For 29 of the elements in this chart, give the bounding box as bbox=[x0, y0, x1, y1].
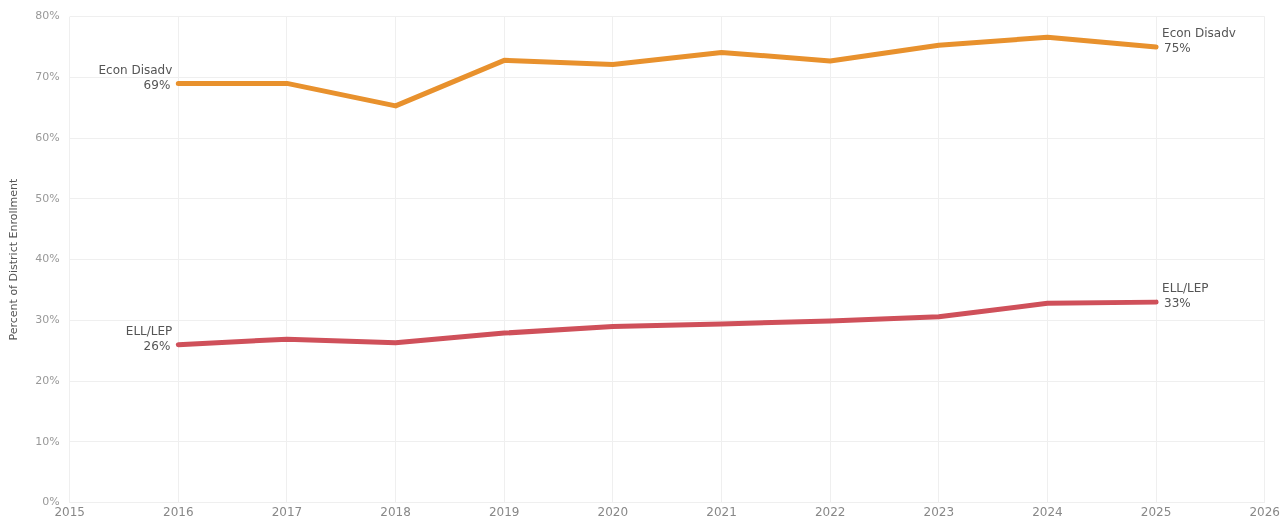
x-tick-label: 2019 bbox=[488, 504, 520, 519]
data-label: 69% bbox=[143, 77, 171, 92]
x-tick-label: 2025 bbox=[1140, 504, 1172, 519]
data-label: 26% bbox=[143, 338, 171, 353]
x-tick-label: 2015 bbox=[54, 504, 85, 519]
x-tick-label: 2024 bbox=[1032, 504, 1063, 519]
text: ELL/LEP bbox=[1162, 281, 1209, 296]
y-tick-label: 80% bbox=[35, 9, 60, 23]
y-tick-label: 40% bbox=[35, 252, 60, 266]
y-tick-label: 30% bbox=[35, 313, 60, 327]
y-axis-title: Percent of District Enrollment bbox=[7, 178, 21, 341]
y-tick-label: 10% bbox=[35, 434, 60, 448]
y-tick-label: 60% bbox=[35, 130, 60, 144]
y-tick-label: 70% bbox=[35, 70, 60, 84]
x-tick-label: 2018 bbox=[380, 504, 411, 519]
y-tick-label: 20% bbox=[35, 373, 60, 387]
series-label: Econ Disadv bbox=[1162, 26, 1236, 41]
x-tick-label: 2022 bbox=[814, 504, 846, 519]
x-tick-label: 2016 bbox=[163, 504, 194, 519]
y-tick-label: 50% bbox=[35, 191, 60, 205]
series-label: ELL/LEP bbox=[125, 323, 173, 338]
data-label: 75% bbox=[1164, 41, 1191, 56]
x-tick-label: 2026 bbox=[1249, 504, 1280, 519]
data-label: 33% bbox=[1164, 296, 1191, 311]
text: Econ Disadv bbox=[98, 62, 173, 77]
x-tick-label: 2023 bbox=[923, 504, 955, 519]
x-tick-label: 2020 bbox=[597, 504, 629, 519]
x-tick-label: 2021 bbox=[706, 504, 737, 519]
x-tick-label: 2017 bbox=[271, 504, 303, 519]
